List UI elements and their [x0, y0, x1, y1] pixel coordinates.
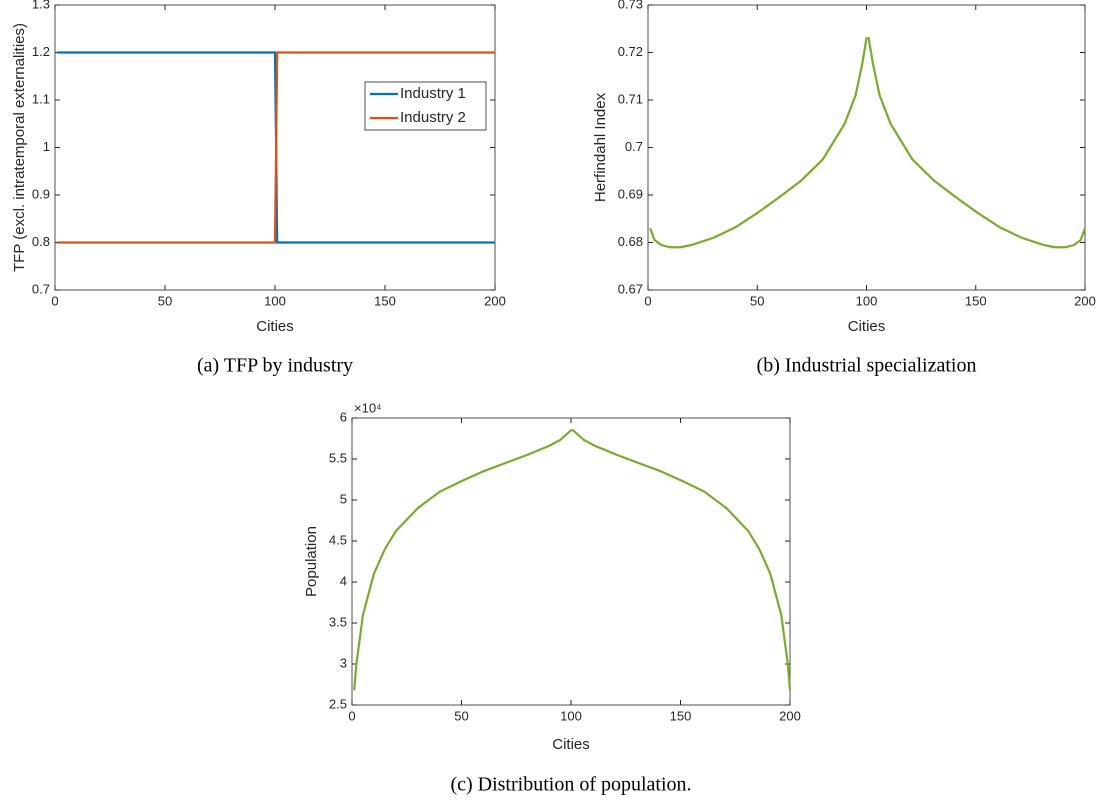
x-tick-label: 0 — [644, 293, 651, 308]
x-tick-label: 200 — [484, 293, 506, 308]
y-tick-label: 1.1 — [32, 91, 50, 106]
y-axis-label: TFP (excl. intratemporal externalities) — [11, 23, 28, 272]
caption: (a) TFP by industry — [197, 355, 353, 377]
legend-label: Industry 2 — [400, 109, 466, 126]
x-tick-label: 200 — [779, 708, 801, 723]
legend-label: Industry 1 — [400, 85, 466, 102]
line — [57, 51, 495, 244]
x-tick-label: 150 — [965, 293, 987, 308]
x-tick-label: 50 — [158, 293, 172, 308]
y-axis-label: Population — [303, 526, 320, 597]
axes-box — [351, 417, 791, 706]
y-exponent: ×10⁴ — [354, 400, 382, 415]
x-axis-label: Cities — [552, 736, 590, 753]
x-tick-label: 100 — [856, 293, 878, 308]
x-tick-label: 50 — [454, 708, 468, 723]
y-tick-label: 5.5 — [329, 450, 347, 465]
x-tick-label: 150 — [670, 708, 692, 723]
y-tick-label: 0.7 — [625, 139, 643, 154]
y-tick-label: 0.73 — [618, 0, 643, 11]
x-axis-label: Cities — [256, 318, 294, 335]
x-tick-label: 50 — [750, 293, 764, 308]
y-tick-label: 0.71 — [618, 91, 643, 106]
legend-box — [364, 81, 487, 131]
y-tick-label: 0.68 — [618, 234, 643, 249]
y-tick-label: 3.5 — [329, 614, 347, 629]
x-tick-label: 100 — [264, 293, 286, 308]
caption: (c) Distribution of population. — [450, 774, 691, 796]
axes-box — [647, 4, 1086, 291]
y-tick-label: 0.9 — [32, 186, 50, 201]
x-tick-label: 200 — [1074, 293, 1096, 308]
x-tick-label: 0 — [51, 293, 58, 308]
y-tick-label: 3 — [340, 655, 347, 670]
x-tick-label: 0 — [348, 708, 355, 723]
y-tick-label: 6 — [340, 409, 347, 424]
x-tick-label: 100 — [560, 708, 582, 723]
y-tick-label: 2.5 — [329, 696, 347, 711]
y-tick-label: 0.67 — [618, 281, 643, 296]
y-axis-label: Herfindahl Index — [592, 92, 609, 202]
y-tick-label: 4.5 — [329, 532, 347, 547]
y-tick-label: 0.8 — [32, 234, 50, 249]
line — [353, 429, 792, 691]
caption: (b) Industrial specialization — [757, 355, 977, 377]
y-tick-label: 0.69 — [618, 186, 643, 201]
x-axis-label: Cities — [848, 318, 886, 335]
line — [649, 37, 1087, 249]
y-tick-label: 1.3 — [32, 0, 50, 11]
y-tick-label: 1.2 — [32, 44, 50, 59]
x-tick-label: 150 — [374, 293, 396, 308]
y-tick-label: 0.72 — [618, 44, 643, 59]
y-tick-label: 4 — [340, 573, 347, 588]
y-tick-label: 5 — [340, 491, 347, 506]
y-tick-label: 0.7 — [32, 281, 50, 296]
y-tick-label: 1 — [43, 139, 50, 154]
